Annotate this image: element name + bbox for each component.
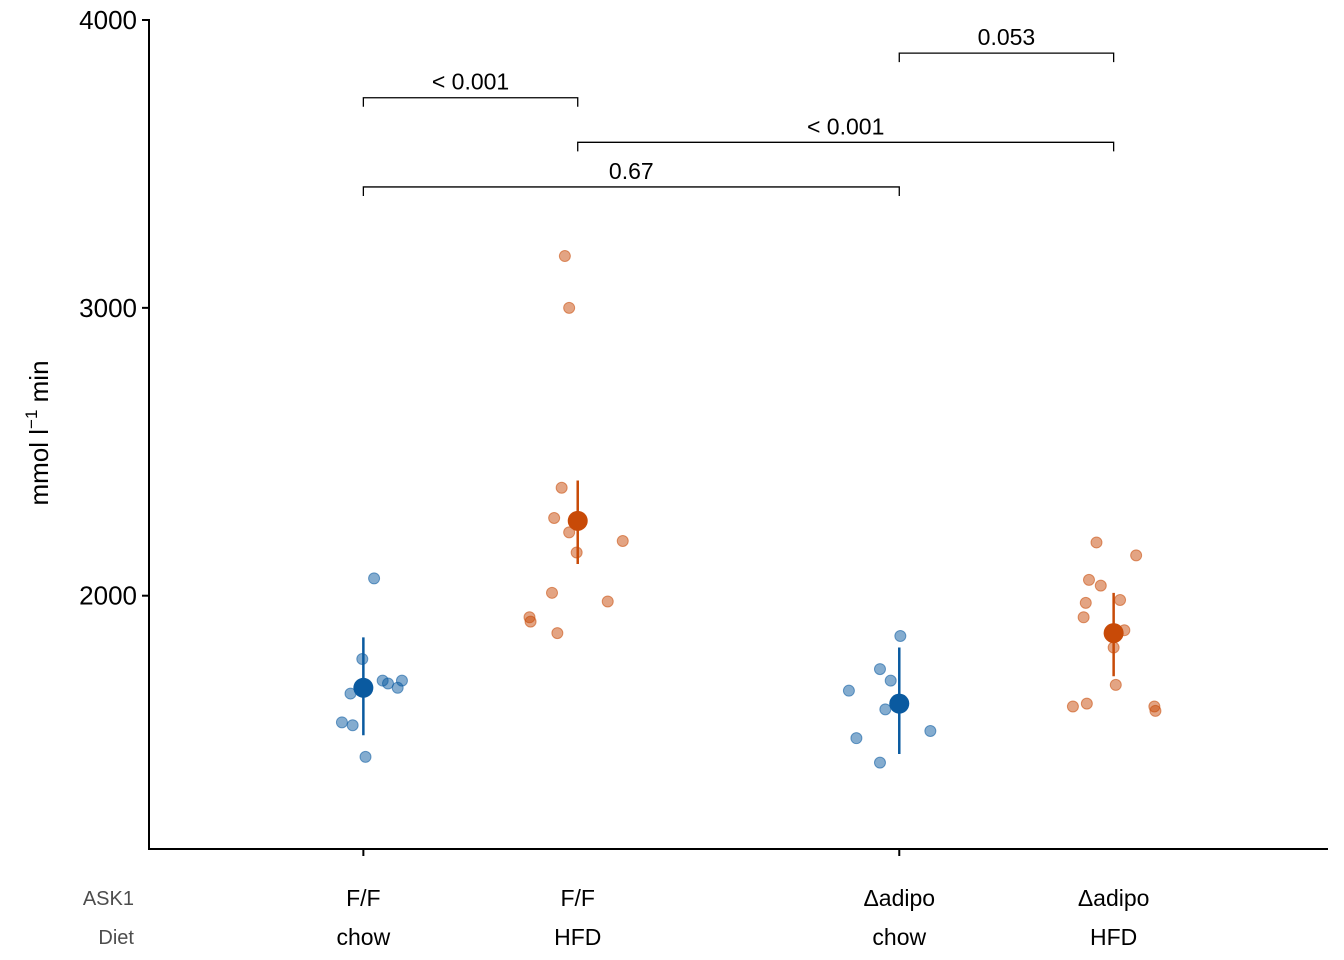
y-tick-label: 4000 [79, 5, 137, 35]
data-point [884, 674, 897, 687]
data-point [924, 724, 937, 737]
data-point [873, 756, 886, 769]
y-axis: 2000 3000 4000 [79, 5, 150, 849]
diet-label: chow [872, 924, 926, 950]
p-value-label: 0.053 [978, 24, 1036, 50]
data-point [894, 629, 907, 642]
data-point [850, 732, 863, 745]
bracket-line [898, 52, 1115, 63]
p-value-label: < 0.001 [807, 113, 884, 139]
bracket-line [362, 97, 579, 107]
row-label-ask1: ASK1 [83, 888, 134, 910]
mean-point [1103, 623, 1124, 644]
mean-point [353, 677, 374, 698]
data-point [391, 681, 404, 694]
comparison-bracket: < 0.001 [362, 69, 579, 107]
data-point [563, 301, 576, 314]
data-point [551, 627, 564, 640]
data-point [359, 750, 372, 763]
mean-error-bars [353, 480, 1124, 755]
diet-label: HFD [1090, 924, 1137, 950]
ask1-label: Δadipo [863, 885, 935, 911]
data-point [879, 703, 892, 716]
data-point [1130, 549, 1143, 562]
data-point [346, 719, 359, 732]
data-point [1109, 678, 1122, 691]
x-axis [148, 848, 1328, 856]
mean-point [889, 693, 910, 714]
y-axis-label-unit: min [24, 360, 54, 409]
comparison-bracket: 0.053 [898, 24, 1115, 63]
data-point [616, 535, 629, 548]
category-labels: F/F chow F/F HFD Δadipo chow Δadipo HFD ASK1 Diet [83, 885, 1150, 950]
mean-point [567, 510, 588, 531]
diet-label: chow [337, 924, 391, 950]
p-value-label: < 0.001 [432, 69, 509, 95]
ask1-label: F/F [346, 885, 381, 911]
y-tick-label: 3000 [79, 293, 137, 323]
data-point [1077, 611, 1090, 624]
data-point [1149, 704, 1162, 717]
data-point [1090, 536, 1103, 549]
comparison-bracket: 0.67 [362, 158, 900, 196]
data-point [524, 615, 537, 628]
data-point [1066, 700, 1079, 713]
data-point [558, 250, 571, 263]
comparison-bracket: < 0.001 [577, 113, 1115, 152]
data-point [601, 595, 614, 608]
y-axis-label: mmol l−1 min [22, 360, 54, 505]
ask1-label: F/F [560, 885, 595, 911]
data-point [335, 716, 348, 729]
diet-label: HFD [554, 924, 601, 950]
y-tick-label: 2000 [79, 581, 137, 611]
data-point [873, 663, 886, 676]
bracket-line [362, 186, 900, 196]
data-point [1094, 579, 1107, 592]
p-value-label: 0.67 [609, 158, 654, 184]
ask1-label: Δadipo [1078, 885, 1150, 911]
data-point [1079, 596, 1092, 609]
data-point [548, 511, 561, 524]
data-point [1114, 594, 1127, 607]
data-points [335, 250, 1162, 769]
data-point [563, 526, 576, 539]
bracket-line [577, 141, 1115, 152]
y-axis-label-superscript: −1 [22, 410, 41, 429]
data-point [842, 684, 855, 697]
data-point [1080, 697, 1093, 710]
data-point [546, 586, 559, 599]
row-label-diet: Diet [98, 927, 134, 949]
data-point [555, 481, 568, 494]
significance-brackets: < 0.001 0.053 < 0.001 0.67 [362, 24, 1115, 196]
data-point [368, 572, 381, 585]
data-point [1082, 573, 1095, 586]
